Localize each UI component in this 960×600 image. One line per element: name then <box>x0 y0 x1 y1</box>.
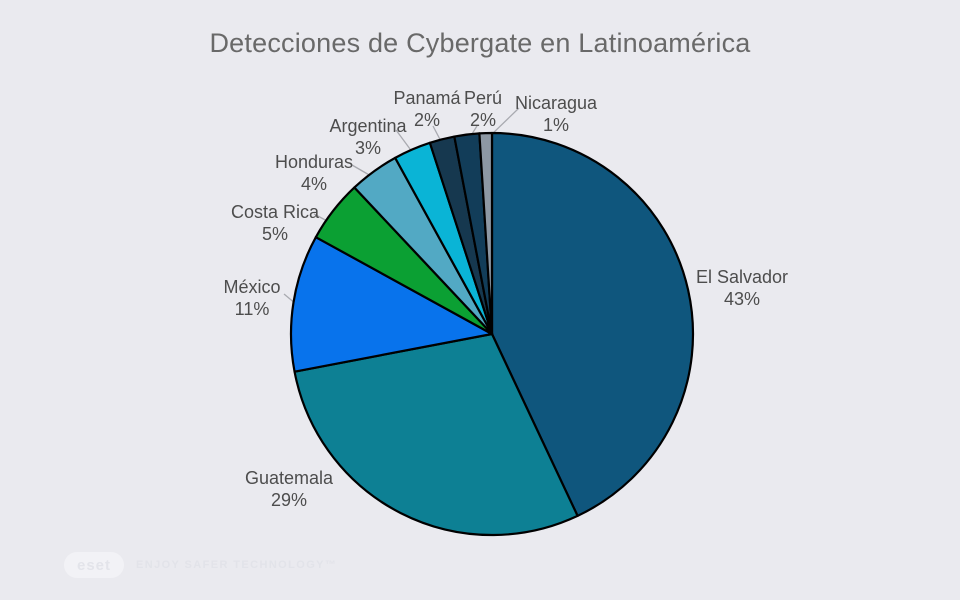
pie-slice-guatemala <box>293 332 579 537</box>
pie-label-percent: 29% <box>270 490 308 510</box>
pie-label-name: México <box>223 277 281 297</box>
pie-label-name: Argentina <box>329 116 407 136</box>
pie-slices <box>289 131 695 537</box>
eset-logo-text: eset <box>76 556 112 574</box>
pie-label-name: Costa Rica <box>230 202 320 222</box>
eset-watermark: eset ENJOY SAFER TECHNOLOGY™ <box>64 551 337 579</box>
pie-label-costa-rica: Costa Rica 5% <box>190 201 360 245</box>
leader-line-argentina <box>395 129 414 154</box>
pie-label-percent: 2% <box>469 110 496 130</box>
pie-label-nicaragua: Nicaragua 1% <box>471 92 641 136</box>
pie-label-panama: Panamá 2% <box>342 87 512 131</box>
pie-label-name: Honduras <box>274 152 354 172</box>
pie-label-name: El Salvador <box>695 267 789 287</box>
pie-label-guatemala: Guatemala 29% <box>204 467 374 511</box>
pie-label-mexico: México 11% <box>167 276 337 320</box>
pie-label-name: Nicaragua <box>514 93 598 113</box>
pie-label-name: Guatemala <box>244 468 334 488</box>
pie-label-name: Panamá <box>393 88 461 108</box>
pie-label-percent: 5% <box>261 224 288 244</box>
pie-label-percent: 4% <box>300 174 327 194</box>
pie-label-percent: 43% <box>723 289 761 309</box>
leader-line-honduras <box>351 164 372 177</box>
pie-label-el-salvador: El Salvador 43% <box>657 266 827 310</box>
pie-label-percent: 2% <box>413 110 440 130</box>
pie-label-percent: 11% <box>234 299 270 319</box>
pie-slice-nicaragua <box>478 131 494 336</box>
pie-label-honduras: Honduras 4% <box>229 151 399 195</box>
pie-label-percent: 3% <box>354 138 381 158</box>
pie-slice-mexico <box>289 236 494 373</box>
chart-title: Detecciones de Cybergate en Latinoaméric… <box>209 28 751 58</box>
pie-label-percent: 1% <box>542 115 569 135</box>
eset-logo: eset <box>64 552 124 578</box>
pie-label-name: Perú <box>463 88 503 108</box>
pie-slice-el-salvador <box>490 131 695 517</box>
eset-tagline: ENJOY SAFER TECHNOLOGY™ <box>136 559 338 571</box>
pie-label-argentina: Argentina 3% <box>283 115 453 159</box>
pie-label-peru: Perú 2% <box>398 87 568 131</box>
